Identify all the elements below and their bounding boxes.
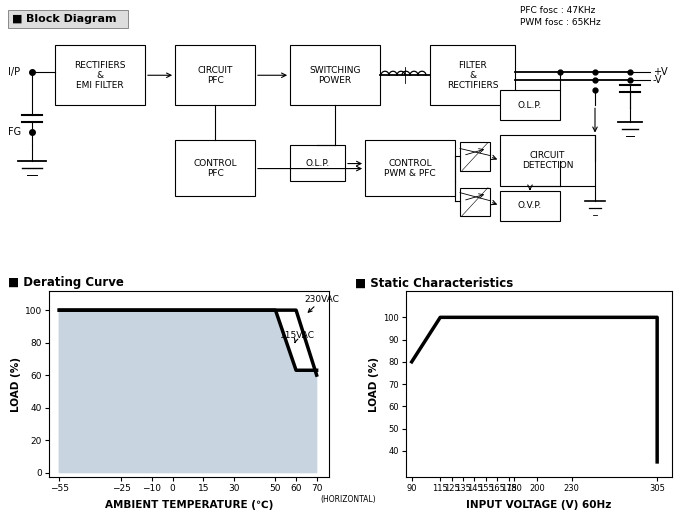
Text: PFC: PFC <box>206 169 223 177</box>
Text: FILTER: FILTER <box>458 61 487 70</box>
Text: CONTROL: CONTROL <box>389 158 432 168</box>
Text: SWITCHING: SWITCHING <box>309 66 360 75</box>
Text: ■: ■ <box>12 14 22 24</box>
Text: &: & <box>469 71 476 80</box>
Text: DETECTION: DETECTION <box>522 161 573 170</box>
Y-axis label: LOAD (%): LOAD (%) <box>369 357 379 412</box>
Bar <box>365 141 455 196</box>
Text: O.V.P.: O.V.P. <box>518 201 542 210</box>
Bar <box>460 188 490 216</box>
Text: O.L.P.: O.L.P. <box>305 158 330 168</box>
Text: EMI FILTER: EMI FILTER <box>76 81 124 90</box>
Text: CONTROL: CONTROL <box>193 158 237 168</box>
Bar <box>460 143 490 171</box>
Bar <box>500 190 560 221</box>
Text: PFC: PFC <box>206 76 223 85</box>
Text: FG: FG <box>8 128 21 138</box>
Text: ■ Static Characteristics: ■ Static Characteristics <box>355 277 513 290</box>
Text: POWER: POWER <box>318 76 351 85</box>
Text: PFC fosc : 47KHz: PFC fosc : 47KHz <box>520 6 596 15</box>
Text: 115VAC: 115VAC <box>279 331 314 343</box>
Text: &: & <box>97 71 104 80</box>
Text: +V: +V <box>653 67 668 77</box>
Bar <box>430 45 515 105</box>
Bar <box>175 45 255 105</box>
Text: RECTIFIERS: RECTIFIERS <box>74 61 126 70</box>
Text: PWM & PFC: PWM & PFC <box>384 169 436 177</box>
Text: CIRCUIT: CIRCUIT <box>197 66 232 75</box>
X-axis label: INPUT VOLTAGE (V) 60Hz: INPUT VOLTAGE (V) 60Hz <box>466 500 612 510</box>
Text: I/P: I/P <box>8 67 20 77</box>
Bar <box>55 45 145 105</box>
Text: -V: -V <box>653 75 662 85</box>
Text: ■ Derating Curve: ■ Derating Curve <box>8 277 124 290</box>
Text: CIRCUIT: CIRCUIT <box>530 151 565 160</box>
Y-axis label: LOAD (%): LOAD (%) <box>10 357 20 412</box>
Bar <box>290 45 380 105</box>
X-axis label: AMBIENT TEMPERATURE (℃): AMBIENT TEMPERATURE (℃) <box>105 500 273 510</box>
Text: RECTIFIERS: RECTIFIERS <box>447 81 498 90</box>
Bar <box>500 90 560 120</box>
Polygon shape <box>60 310 316 473</box>
Text: PWM fosc : 65KHz: PWM fosc : 65KHz <box>520 18 601 26</box>
Bar <box>8 10 128 28</box>
Text: Block Diagram: Block Diagram <box>26 14 116 24</box>
Bar <box>500 135 595 186</box>
Text: (HORIZONTAL): (HORIZONTAL) <box>321 495 377 504</box>
Text: O.L.P.: O.L.P. <box>518 101 542 110</box>
Text: 230VAC: 230VAC <box>304 295 340 312</box>
Bar <box>290 145 345 181</box>
Bar <box>175 141 255 196</box>
